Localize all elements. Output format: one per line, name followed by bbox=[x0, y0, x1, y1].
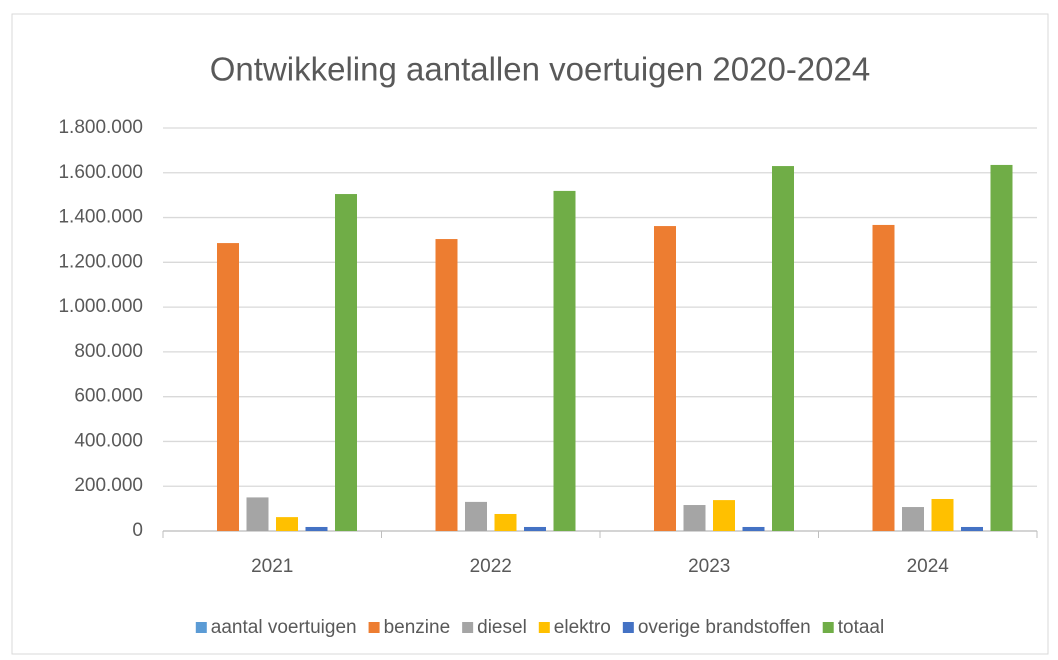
y-tick-label: 800.000 bbox=[74, 341, 143, 362]
bar bbox=[713, 500, 735, 531]
bar bbox=[524, 526, 546, 531]
y-tick-label: 200.000 bbox=[74, 475, 143, 496]
bar bbox=[654, 226, 676, 531]
bar bbox=[335, 194, 357, 531]
x-tick-label: 2021 bbox=[251, 556, 293, 577]
x-tick-label: 2022 bbox=[470, 556, 512, 577]
legend-swatch bbox=[622, 622, 634, 633]
y-tick-label: 0 bbox=[132, 520, 143, 541]
bar bbox=[931, 498, 954, 531]
chart-title: Ontwikkeling aantallen voertuigen 2020-2… bbox=[210, 51, 870, 88]
y-tick-label: 1.600.000 bbox=[58, 162, 143, 183]
bar bbox=[553, 190, 576, 531]
legend-label: elektro bbox=[554, 617, 611, 638]
bar bbox=[902, 507, 924, 531]
y-tick-label: 1.200.000 bbox=[58, 251, 143, 272]
bar bbox=[494, 513, 517, 531]
bar bbox=[872, 224, 895, 531]
bar bbox=[217, 243, 239, 531]
x-tick-label: 2023 bbox=[688, 556, 730, 577]
legend-label: totaal bbox=[838, 617, 884, 638]
legend-label: benzine bbox=[384, 617, 451, 638]
bar bbox=[990, 164, 1013, 532]
legend-swatch bbox=[538, 622, 550, 633]
bar bbox=[465, 501, 487, 531]
bar bbox=[276, 517, 298, 531]
bar bbox=[305, 526, 328, 531]
bar bbox=[246, 497, 269, 531]
y-tick-label: 400.000 bbox=[74, 430, 143, 451]
y-tick-label: 1.400.000 bbox=[58, 207, 143, 228]
y-tick-label: 1.800.000 bbox=[58, 117, 143, 138]
bar bbox=[772, 166, 794, 532]
legend-swatch bbox=[462, 622, 474, 633]
bar bbox=[435, 239, 458, 531]
y-tick-label: 600.000 bbox=[74, 386, 143, 407]
legend-swatch bbox=[368, 622, 380, 633]
legend-label: overige brandstoffen bbox=[638, 617, 811, 638]
bar bbox=[683, 505, 706, 531]
x-tick-label: 2024 bbox=[907, 556, 950, 577]
y-tick-label: 1.000.000 bbox=[58, 296, 143, 317]
legend-swatch bbox=[195, 622, 207, 633]
legend-label: diesel bbox=[477, 617, 527, 638]
bar bbox=[742, 526, 765, 531]
legend-swatch bbox=[822, 622, 834, 633]
bar bbox=[961, 526, 983, 531]
legend-label: aantal voertuigen bbox=[211, 617, 357, 638]
